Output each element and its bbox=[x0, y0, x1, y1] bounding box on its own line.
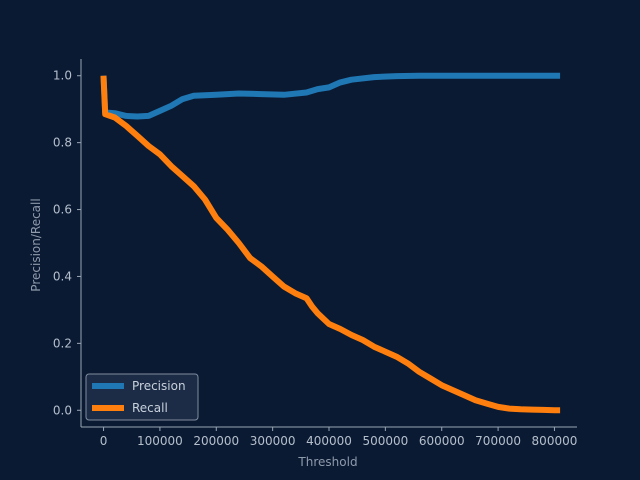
x-tick-label: 200000 bbox=[193, 434, 239, 448]
x-tick-label: 800000 bbox=[532, 434, 578, 448]
y-axis-title: Precision/Recall bbox=[29, 198, 43, 291]
legend: Precision Recall bbox=[85, 373, 199, 421]
legend-recall-label: Recall bbox=[132, 401, 168, 415]
series-line-recall bbox=[100, 75, 561, 414]
y-tick-label: 0.2 bbox=[53, 336, 72, 350]
series-line-precision bbox=[100, 72, 561, 120]
y-tick-label: 0.4 bbox=[53, 269, 72, 283]
plot-area bbox=[100, 72, 561, 414]
x-tick-label: 400000 bbox=[306, 434, 352, 448]
x-tick-label: 100000 bbox=[137, 434, 183, 448]
y-tick-label: 0.6 bbox=[53, 203, 72, 217]
y-tick-label: 0.8 bbox=[53, 136, 72, 150]
x-axis-title: Threshold bbox=[297, 455, 357, 469]
y-tick-label: 0.0 bbox=[53, 403, 72, 417]
axes: 0 100000 200000 300000 400000 500000 600000 700… bbox=[53, 59, 577, 448]
x-tick-label: 500000 bbox=[362, 434, 408, 448]
y-tick-label: 1.0 bbox=[53, 69, 72, 83]
legend-precision-label: Precision bbox=[132, 379, 186, 393]
x-tick-label: 600000 bbox=[419, 434, 465, 448]
x-tick-label: 0 bbox=[100, 434, 108, 448]
x-tick-label: 700000 bbox=[475, 434, 521, 448]
x-tick-label: 300000 bbox=[250, 434, 296, 448]
